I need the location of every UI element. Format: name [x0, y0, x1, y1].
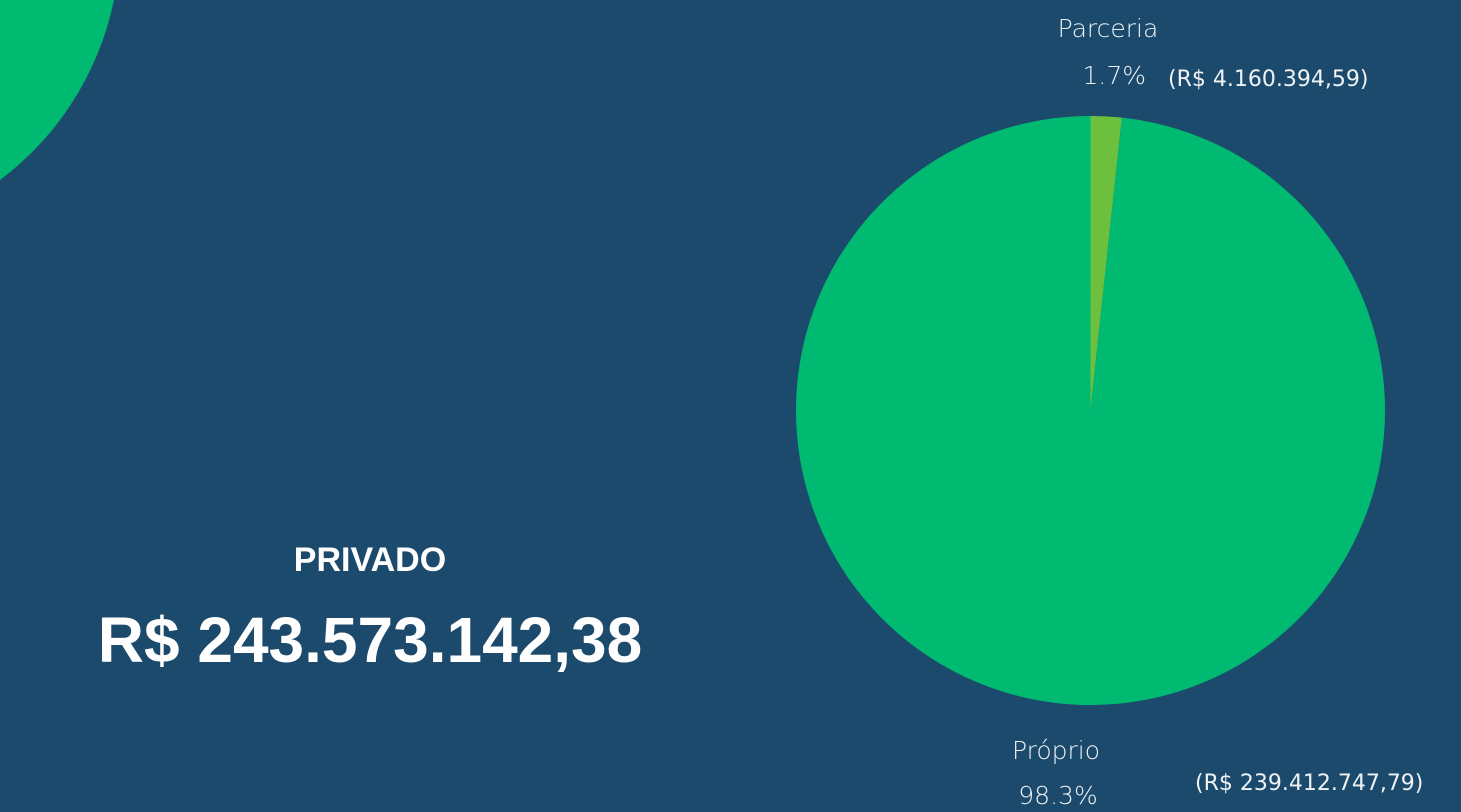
amount-label: (R$ 239.412.747,79): [1195, 771, 1423, 796]
decor-circle: [0, 0, 114, 180]
category-label: Próprio: [1012, 736, 1100, 765]
pie-slice: [795, 116, 1386, 706]
category-label: Parceria: [1058, 14, 1159, 43]
chart-title: PRIVADO: [294, 541, 446, 579]
value-label: 98.3%: [1018, 781, 1097, 810]
value-label: 1.7%: [1082, 61, 1146, 90]
amount-label: (R$ 4.160.394,59): [1168, 67, 1368, 92]
total-amount: R$ 243.573.142,38: [98, 604, 642, 676]
pie-slice: [1090, 116, 1122, 411]
